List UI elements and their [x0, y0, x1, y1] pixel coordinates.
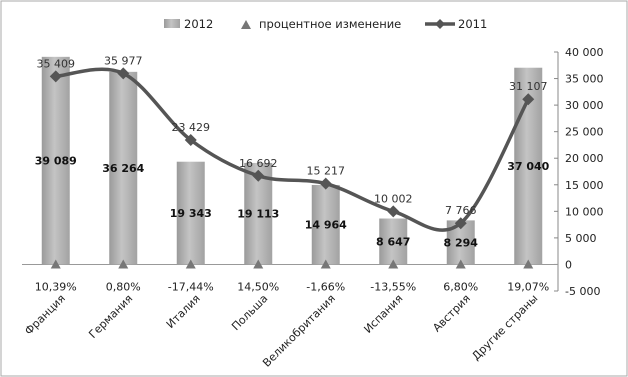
markers-percent	[50, 259, 534, 269]
percent-marker	[185, 259, 196, 269]
point-2011	[252, 169, 265, 182]
data-label-2011: 31 107	[509, 80, 548, 93]
y-axis: -5 000 0 5 000 10 000 15 000 20 000 25 000 30 0…	[22, 46, 604, 298]
data-label-2012: 37 040	[507, 160, 549, 173]
bar-2012	[41, 56, 70, 265]
percent-marker	[523, 259, 534, 269]
point-2011	[117, 67, 130, 80]
data-label-2012: 8 647	[376, 235, 410, 248]
data-labels: 35 409 35 977 23 429 16 692 15 217 10 002 7 76…	[35, 54, 550, 293]
percent-marker	[320, 259, 331, 269]
data-label-2012: 39 089	[35, 155, 77, 168]
point-2011	[49, 70, 62, 83]
data-label-2012: 19 343	[170, 207, 212, 220]
percent-marker	[118, 259, 129, 269]
y-tick-label: 35 000	[565, 73, 604, 86]
data-label-percent: -13,55%	[370, 280, 416, 293]
point-2011	[522, 93, 535, 106]
bar-2012	[109, 71, 138, 265]
data-label-2012: 19 113	[237, 208, 279, 221]
data-label-2011: 7 766	[445, 204, 477, 217]
y-tick-label: 40 000	[565, 46, 604, 59]
data-label-percent: 19,07%	[507, 280, 549, 293]
data-label-percent: 0,80%	[106, 280, 141, 293]
data-label-2011: 23 429	[172, 121, 211, 134]
percent-marker	[253, 259, 264, 269]
legend-label-2012: 2012	[184, 17, 213, 31]
y-tick-label: 25 000	[565, 126, 604, 139]
legend: 2012 процентное изменение 2011	[164, 17, 487, 31]
data-label-2011: 10 002	[374, 192, 413, 205]
data-label-2012: 14 964	[305, 219, 347, 232]
line-2011	[49, 67, 535, 232]
data-label-2012: 8 294	[444, 236, 479, 249]
bar-2012	[379, 218, 408, 265]
percent-marker	[50, 259, 61, 269]
data-label-percent: 14,50%	[237, 280, 279, 293]
point-2011	[387, 205, 400, 218]
data-label-percent: -1,66%	[306, 280, 345, 293]
y-tick-label: 0	[565, 258, 572, 271]
percent-marker	[388, 259, 399, 269]
y-tick-label: 5 000	[565, 232, 597, 245]
legend-swatch-percent	[241, 20, 251, 29]
y-tick-label: 20 000	[565, 152, 604, 165]
data-label-percent: 10,39%	[35, 280, 77, 293]
legend-label-2011: 2011	[458, 17, 487, 31]
point-2011	[184, 134, 197, 147]
data-label-percent: -17,44%	[168, 280, 214, 293]
y-tick-label: 10 000	[565, 205, 604, 218]
bars-2012	[41, 56, 543, 265]
point-2011	[454, 217, 467, 230]
point-2011	[319, 177, 332, 190]
data-label-2011: 16 692	[239, 157, 278, 170]
y-tick-label: -5 000	[565, 285, 600, 298]
y-tick-label: 30 000	[565, 99, 604, 112]
data-label-2011: 15 217	[307, 165, 346, 178]
data-label-percent: 6,80%	[443, 280, 478, 293]
y-tick-label: 15 000	[565, 179, 604, 192]
legend-label-percent: процентное изменение	[259, 17, 401, 31]
data-label-2011: 35 409	[37, 57, 76, 70]
legend-swatch-2011-marker	[435, 19, 445, 29]
percent-marker	[455, 259, 466, 269]
data-label-2011: 35 977	[104, 54, 143, 67]
bar-2012	[176, 161, 205, 265]
bar-2012	[311, 184, 340, 265]
legend-swatch-2012	[164, 19, 180, 28]
data-label-2012: 36 264	[102, 162, 144, 175]
